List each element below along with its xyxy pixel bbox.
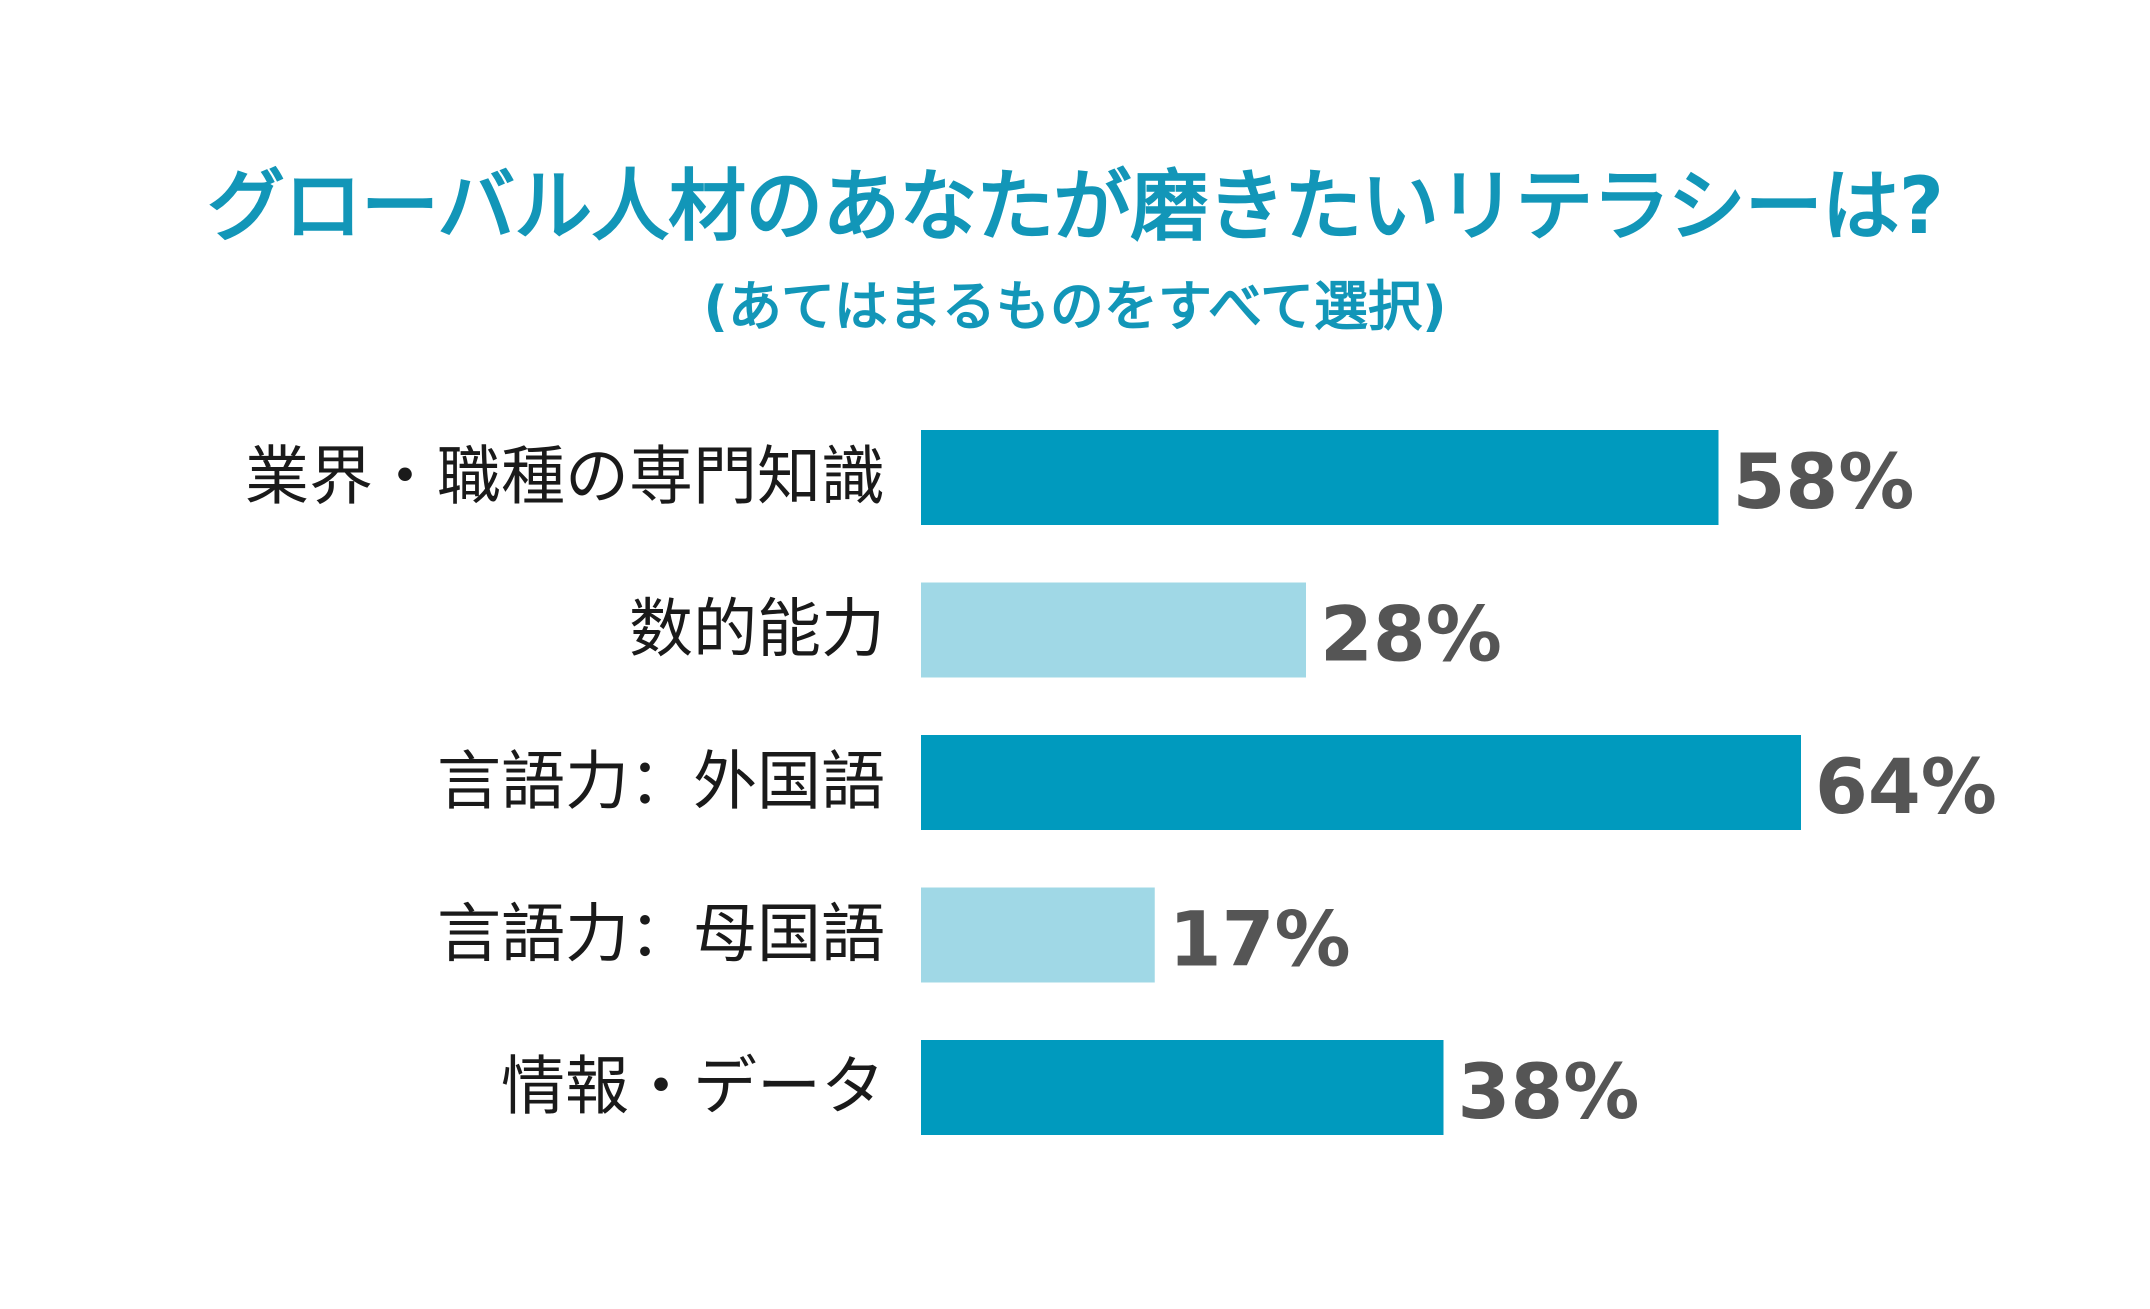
value-label-2: 28% [1320, 590, 1502, 679]
bar-3 [921, 735, 1801, 830]
value-label-5: 38% [1458, 1047, 1640, 1136]
category-label-3: 言語力：外国語 [437, 746, 885, 820]
value-label-4: 17% [1169, 895, 1351, 984]
bar-5 [921, 1040, 1444, 1135]
category-label-2: 数的能力 [629, 593, 885, 667]
category-label-4: 言語力：母国語 [437, 898, 885, 972]
bar-1 [921, 430, 1719, 525]
bar-4 [921, 887, 1155, 983]
bar-2 [921, 582, 1306, 678]
value-label-3: 64% [1815, 742, 1997, 831]
chart-subtitle: (あてはまるものをすべて選択) [703, 275, 1447, 338]
chart-title: グローバル人材のあなたが磨きたいリテラシーは? [207, 162, 1944, 252]
value-label-1: 58% [1733, 437, 1915, 526]
category-label-1: 業界・職種の専門知識 [245, 441, 885, 515]
category-label-5: 情報・データ [501, 1051, 885, 1125]
